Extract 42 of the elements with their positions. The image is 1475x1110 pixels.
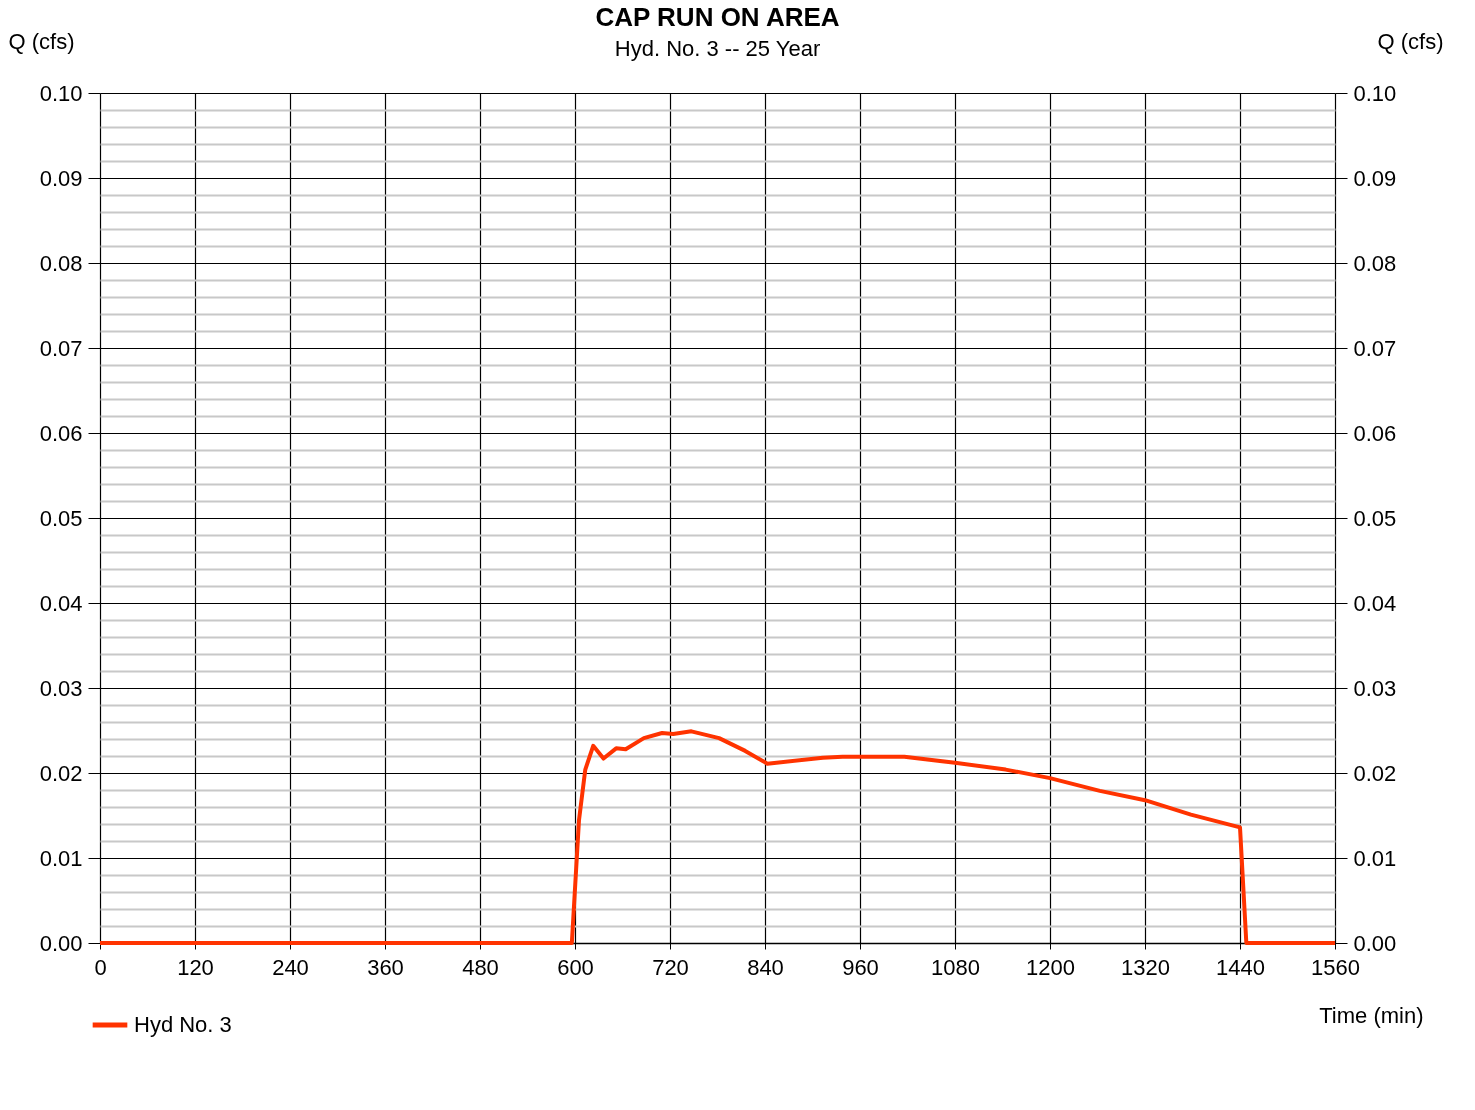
- x-tick-label: 600: [557, 954, 594, 980]
- y-tick-label: 0.03: [39, 675, 83, 701]
- x-tick-label: 240: [272, 954, 309, 980]
- y2-tick-label: 0.01: [1353, 845, 1397, 871]
- y2-tick-label: 0.09: [1353, 165, 1397, 191]
- y-tick-label: 0.09: [39, 165, 83, 191]
- x-tick-label: 1200: [1026, 954, 1075, 980]
- y2-axis-title: Q (cfs): [1377, 28, 1444, 54]
- x-tick-label: 960: [842, 954, 879, 980]
- y2-tick-label: 0.05: [1353, 505, 1397, 531]
- y2-tick-label: 0.08: [1353, 250, 1397, 276]
- x-tick-label: 360: [367, 954, 404, 980]
- legend-label: Hyd No. 3: [134, 1012, 232, 1037]
- x-tick-label: 1320: [1121, 954, 1170, 980]
- y2-tick-label: 0.03: [1353, 675, 1397, 701]
- y2-tick-label: 0.10: [1353, 80, 1397, 106]
- chart-subtitle: Hyd. No. 3 -- 25 Year: [614, 36, 821, 61]
- y2-tick-label: 0.02: [1353, 760, 1397, 786]
- y2-tick-label: 0.00: [1353, 930, 1397, 956]
- x-tick-label: 480: [462, 954, 499, 980]
- x-axis-title: Time (min): [1319, 1002, 1424, 1028]
- y-tick-label: 0.05: [39, 505, 83, 531]
- x-tick-label: 1440: [1216, 954, 1265, 980]
- y-tick-label: 0.06: [39, 420, 83, 446]
- chart-title: CAP RUN ON AREA: [595, 2, 840, 32]
- x-tick-label: 120: [177, 954, 214, 980]
- x-tick-label: 840: [747, 954, 784, 980]
- y-tick-label: 0.04: [39, 590, 83, 616]
- x-tick-label: 0: [94, 954, 107, 980]
- y-tick-label: 0.02: [39, 760, 83, 786]
- y2-tick-label: 0.06: [1353, 420, 1397, 446]
- x-tick-label: 720: [652, 954, 689, 980]
- x-tick-label: 1560: [1311, 954, 1360, 980]
- x-tick-label: 1080: [931, 954, 980, 980]
- y-tick-label: 0.01: [39, 845, 83, 871]
- y-tick-label: 0.10: [39, 80, 83, 106]
- y-axis-title: Q (cfs): [8, 28, 75, 54]
- y-tick-label: 0.07: [39, 335, 83, 361]
- y-tick-label: 0.00: [39, 930, 83, 956]
- y2-tick-label: 0.07: [1353, 335, 1397, 361]
- y2-tick-label: 0.04: [1353, 590, 1397, 616]
- y-tick-label: 0.08: [39, 250, 83, 276]
